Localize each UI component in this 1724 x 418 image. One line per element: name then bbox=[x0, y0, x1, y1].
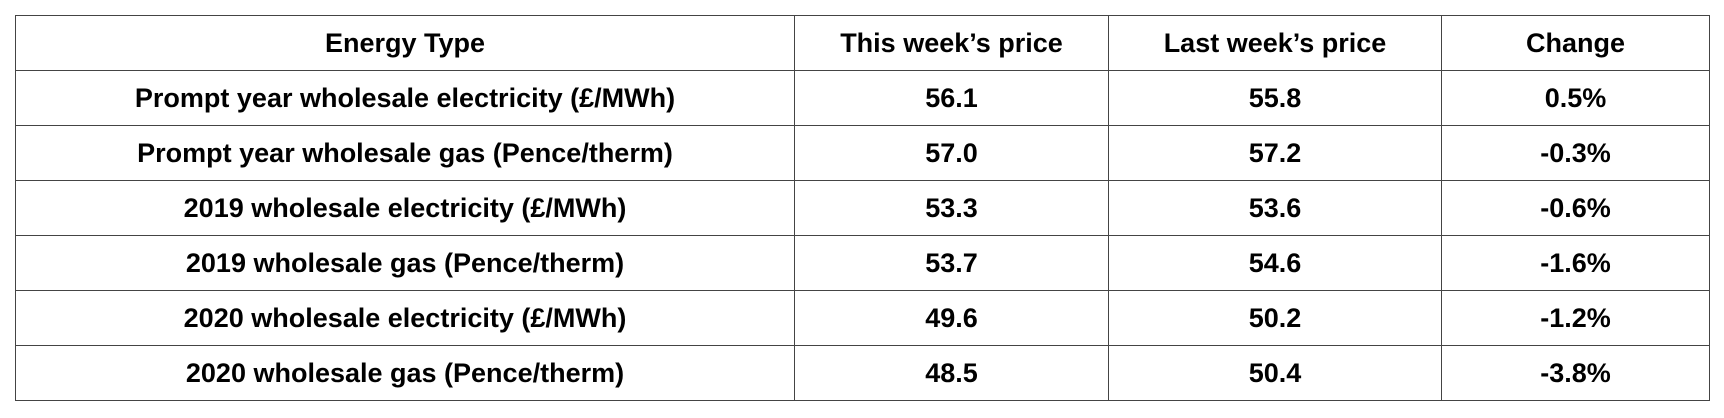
table-cell: 55.8 bbox=[1108, 70, 1442, 126]
table-cell: 56.1 bbox=[794, 70, 1109, 126]
table-cell: Prompt year wholesale gas (Pence/therm) bbox=[15, 125, 795, 181]
table-cell: Prompt year wholesale electricity (£/MWh… bbox=[15, 70, 795, 126]
table-cell: 2020 wholesale gas (Pence/therm) bbox=[15, 345, 795, 401]
table-cell: 54.6 bbox=[1108, 235, 1442, 291]
header-cell: Change bbox=[1441, 15, 1710, 71]
table-cell: 53.7 bbox=[794, 235, 1109, 291]
table-cell: 2019 wholesale electricity (£/MWh) bbox=[15, 180, 795, 236]
header-cell: This week’s price bbox=[794, 15, 1109, 71]
price-table: Energy Type This week’s price Last week’s … bbox=[15, 15, 1710, 401]
table-cell: 2020 wholesale electricity (£/MWh) bbox=[15, 290, 795, 346]
table-cell: -0.6% bbox=[1441, 180, 1710, 236]
table-cell: -1.2% bbox=[1441, 290, 1710, 346]
table-cell: -3.8% bbox=[1441, 345, 1710, 401]
table-row: 2019 wholesale gas (Pence/therm) 53.7 54.6… bbox=[15, 235, 1710, 291]
table-cell: 53.6 bbox=[1108, 180, 1442, 236]
table-cell: 50.2 bbox=[1108, 290, 1442, 346]
table-cell: 48.5 bbox=[794, 345, 1109, 401]
table-row: Prompt year wholesale electricity (£/MWh… bbox=[15, 70, 1710, 126]
table-cell: 57.2 bbox=[1108, 125, 1442, 181]
header-cell: Energy Type bbox=[15, 15, 795, 71]
table-cell: 2019 wholesale gas (Pence/therm) bbox=[15, 235, 795, 291]
table-row: 2019 wholesale electricity (£/MWh) 53.3 53… bbox=[15, 180, 1710, 236]
table-cell: 50.4 bbox=[1108, 345, 1442, 401]
table-row: Prompt year wholesale gas (Pence/therm) 5… bbox=[15, 125, 1710, 181]
table-cell: 49.6 bbox=[794, 290, 1109, 346]
header-cell: Last week’s price bbox=[1108, 15, 1442, 71]
table-row: 2020 wholesale gas (Pence/therm) 48.5 50.4… bbox=[15, 345, 1710, 401]
table-cell: 57.0 bbox=[794, 125, 1109, 181]
table-cell: -1.6% bbox=[1441, 235, 1710, 291]
header-row: Energy Type This week’s price Last week’s … bbox=[15, 15, 1710, 71]
table-row: 2020 wholesale electricity (£/MWh) 49.6 50… bbox=[15, 290, 1710, 346]
table-cell: 53.3 bbox=[794, 180, 1109, 236]
table-cell: -0.3% bbox=[1441, 125, 1710, 181]
table-cell: 0.5% bbox=[1441, 70, 1710, 126]
